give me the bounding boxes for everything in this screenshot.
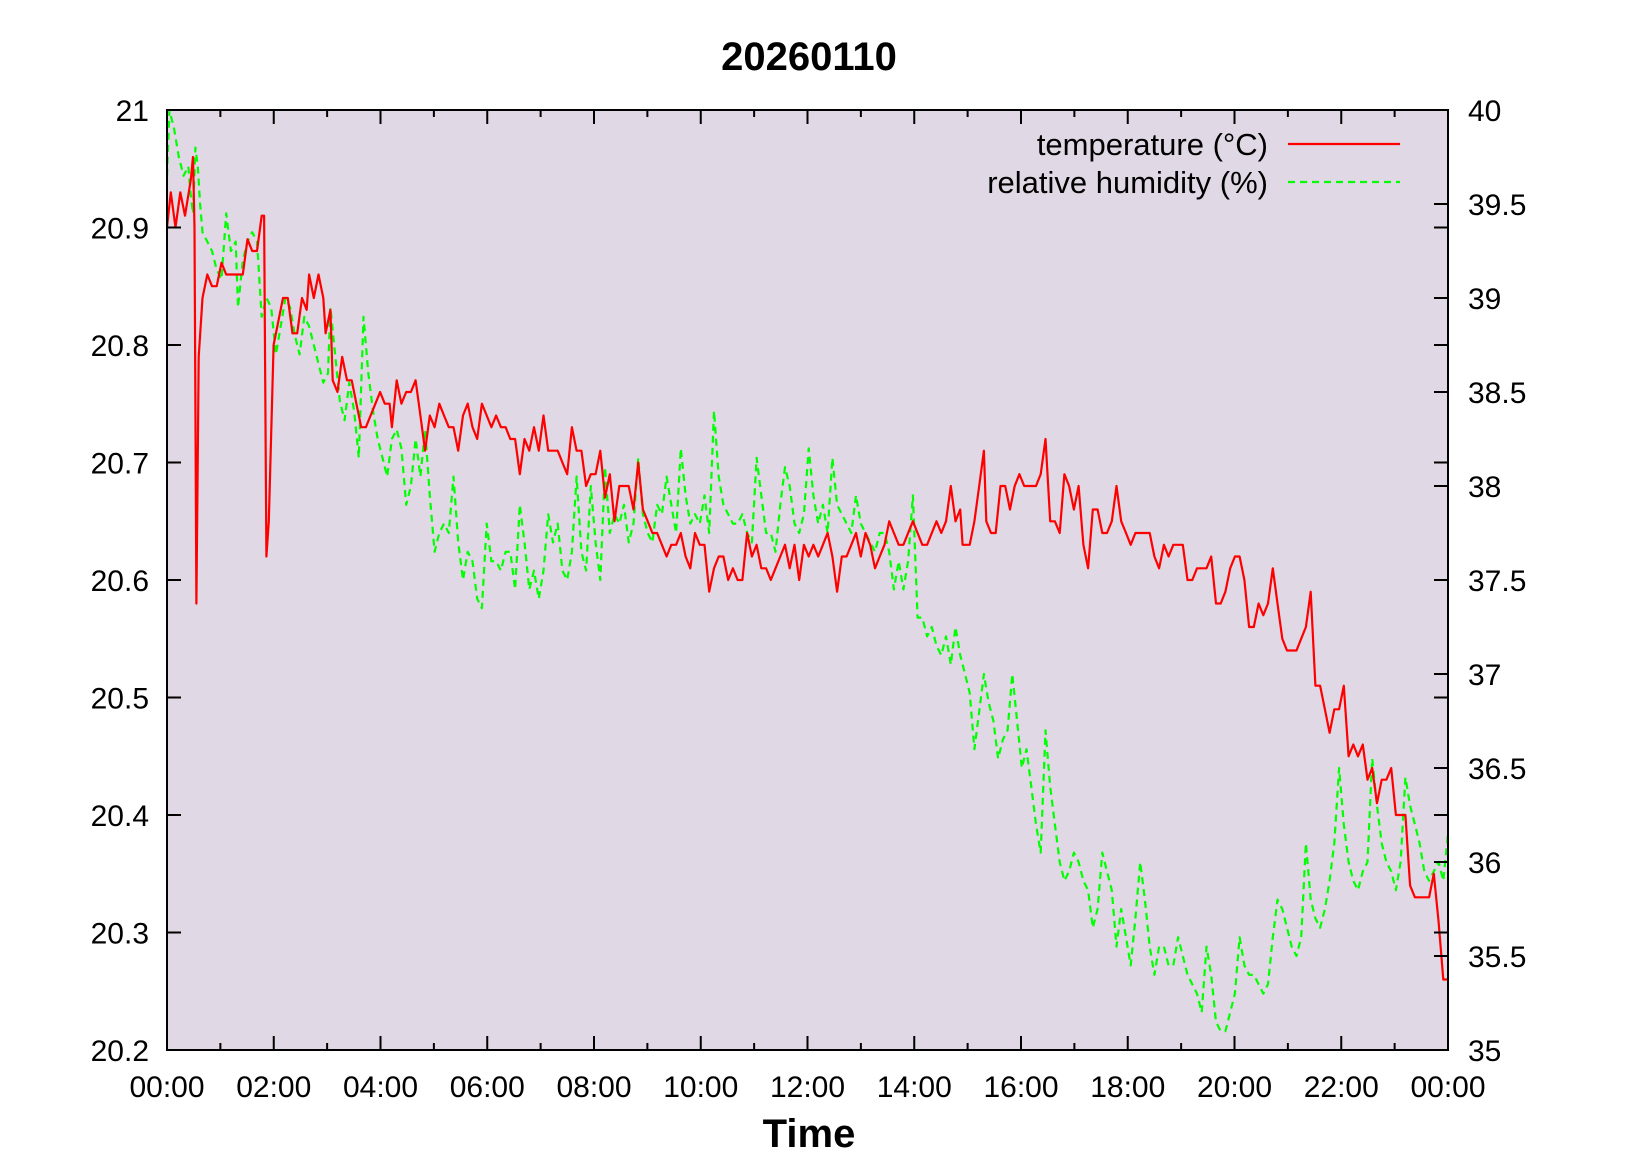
y-tick-label: 20.9 <box>91 213 149 246</box>
x-tick-label: 08:00 <box>556 1071 631 1104</box>
x-tick-label: 14:00 <box>877 1071 952 1104</box>
x-tick-label: 16:00 <box>983 1071 1058 1104</box>
y-tick-label: 20.2 <box>91 1035 149 1068</box>
x-tick-label: 10:00 <box>663 1071 738 1104</box>
y-tick-label: 21 <box>116 95 149 128</box>
series-line-temperature <box>165 155 1448 981</box>
y-tick-label: 20.7 <box>91 448 149 481</box>
x-tick-label: 00:00 <box>129 1071 204 1104</box>
x-tick-label: 12:00 <box>770 1071 845 1104</box>
y-tick-label: 20.4 <box>91 800 149 833</box>
y2-tick-label: 37 <box>1468 659 1501 692</box>
y2-tick-label: 40 <box>1468 95 1501 128</box>
x-tick-label: 00:00 <box>1410 1071 1485 1104</box>
x-tick-label: 20:00 <box>1197 1071 1272 1104</box>
series-layer <box>165 108 1450 1033</box>
legend-label-temperature: temperature (°C) <box>1037 127 1268 162</box>
x-tick-label: 02:00 <box>236 1071 311 1104</box>
y-tick-label: 20.3 <box>91 918 149 951</box>
y2-tick-label: 36.5 <box>1468 753 1526 786</box>
legend-label-humidity: relative humidity (%) <box>987 165 1268 200</box>
legend: temperature (°C) relative humidity (%) <box>987 127 1400 200</box>
chart-title: 20260110 <box>721 35 897 79</box>
y-axis-left: 20.2 20.3 20.4 20.5 20.6 20.7 20.8 20.9 21 <box>91 95 1448 1068</box>
y2-tick-label: 37.5 <box>1468 565 1526 598</box>
y-tick-label: 20.6 <box>91 565 149 598</box>
x-tick-label: 18:00 <box>1090 1071 1165 1104</box>
x-tick-label: 06:00 <box>450 1071 525 1104</box>
y2-tick-label: 38 <box>1468 471 1501 504</box>
y-tick-label: 20.5 <box>91 683 149 716</box>
y-axis-right: 35 35.5 36 36.5 37 37.5 38 38.5 39 39.5 40 <box>1434 95 1526 1068</box>
x-tick-label: 04:00 <box>343 1071 418 1104</box>
y-tick-label: 20.8 <box>91 330 149 363</box>
y2-tick-label: 38.5 <box>1468 377 1526 410</box>
x-axis-label: Time <box>763 1112 856 1155</box>
y2-tick-label: 35.5 <box>1468 941 1526 974</box>
y2-tick-label: 39 <box>1468 283 1501 316</box>
series-line-humidity <box>165 108 1450 1033</box>
x-axis: 00:00 02:00 04:00 06:00 08:00 10:00 12:00 14:00… <box>129 110 1486 1104</box>
y2-tick-label: 39.5 <box>1468 189 1526 222</box>
y2-tick-label: 35 <box>1468 1035 1501 1068</box>
y2-tick-label: 36 <box>1468 847 1501 880</box>
x-tick-label: 22:00 <box>1304 1071 1379 1104</box>
plot-area <box>167 110 1448 1050</box>
